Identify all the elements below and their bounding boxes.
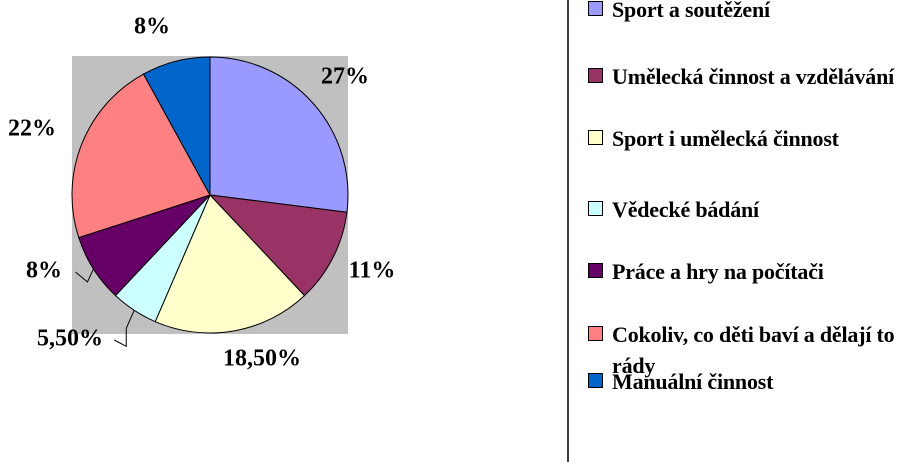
data-label: 8%	[26, 258, 62, 284]
legend-label: Vědecké bádání	[612, 197, 759, 222]
data-label: 11%	[349, 258, 396, 284]
pie-slice	[154, 194, 306, 334]
legend-swatch	[588, 68, 603, 83]
pie-slice	[71, 73, 211, 239]
legend-entry: Vědecké bádání	[588, 194, 918, 225]
legend-swatch	[588, 1, 603, 16]
pie-slice	[209, 56, 349, 213]
data-label: 8%	[134, 14, 170, 40]
legend-entry: Cokoliv, co děti baví a dělají to rády	[588, 319, 918, 381]
legend-swatch	[588, 263, 603, 278]
legend-entry: Práce a hry na počítači	[588, 256, 918, 287]
legend-entry: Manuální činnost	[588, 366, 918, 397]
legend-label: Umělecká činnost a vzdělávání	[612, 64, 895, 89]
legend-label: Práce a hry na počítači	[612, 259, 824, 284]
legend-label: Sport a soutěžení	[612, 0, 770, 22]
legend-swatch	[588, 130, 603, 145]
legend-swatch	[588, 326, 603, 341]
data-label: 5,50%	[37, 326, 103, 352]
legend-label: Sport i umělecká činnost	[612, 126, 839, 151]
legend-entry: Umělecká činnost a vzdělávání	[588, 61, 918, 92]
legend-entry: Sport i umělecká činnost	[588, 123, 918, 154]
legend-entry: Sport a soutěžení	[588, 0, 918, 25]
legend-label: Manuální činnost	[612, 369, 774, 394]
pie-slice	[208, 194, 348, 297]
data-label: 18,50%	[223, 346, 301, 372]
leader-line	[114, 310, 135, 348]
legend-swatch	[588, 201, 603, 216]
data-label: 27%	[321, 64, 369, 90]
pie-slice	[142, 56, 211, 196]
legend-label: Cokoliv, co děti baví a dělají to rády	[612, 322, 895, 378]
data-label: 22%	[8, 116, 56, 142]
legend-swatch	[588, 373, 603, 388]
leader-line	[75, 268, 94, 283]
